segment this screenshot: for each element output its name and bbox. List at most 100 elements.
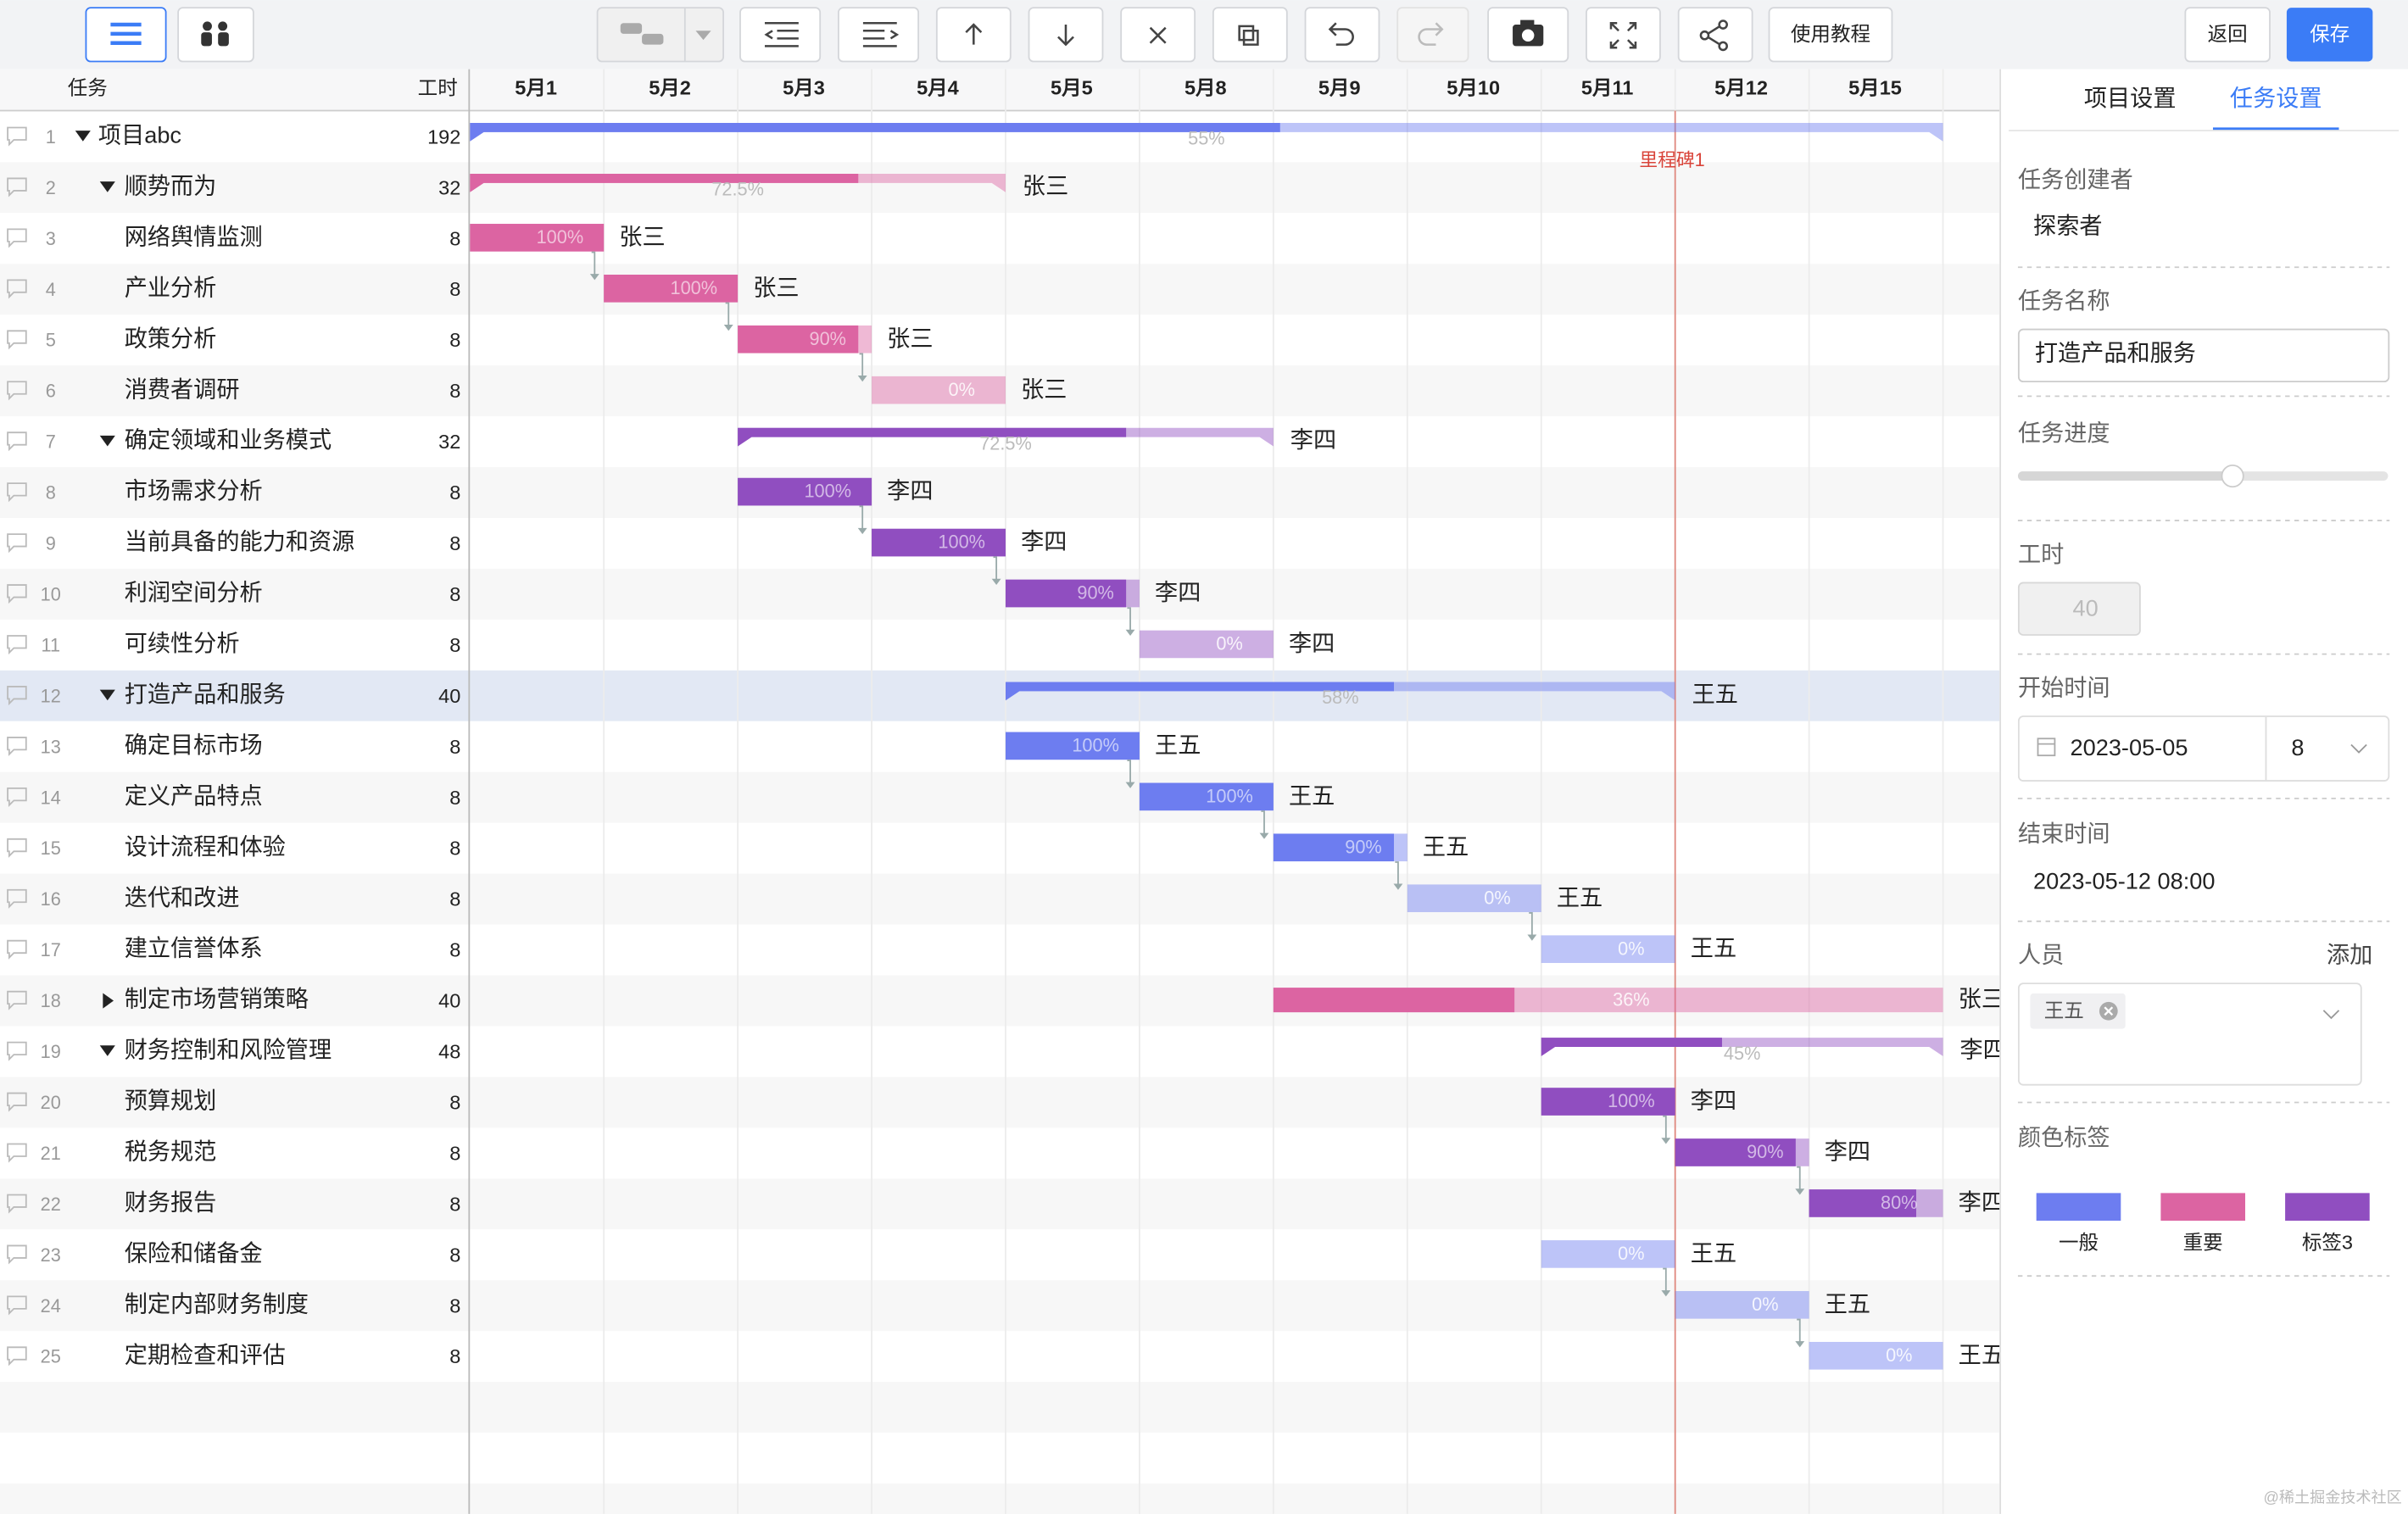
- task-hours: 8: [449, 481, 460, 504]
- task-bar[interactable]: [1541, 1240, 1675, 1268]
- collapse-toggle[interactable]: [75, 131, 91, 142]
- comment-icon[interactable]: [7, 1194, 27, 1214]
- task-hours: 8: [449, 532, 460, 554]
- assignee: 张三: [753, 274, 799, 300]
- assignee: 张三: [1959, 986, 2004, 1012]
- task-bar[interactable]: [1809, 1341, 1943, 1370]
- undo-button[interactable]: [1304, 7, 1380, 63]
- task-hours: 8: [449, 838, 460, 860]
- add-person[interactable]: 添加: [2327, 942, 2372, 968]
- row-background: [0, 111, 2000, 163]
- collapse-toggle[interactable]: [99, 1045, 115, 1056]
- comment-icon[interactable]: [7, 279, 27, 299]
- summary-progress: [738, 427, 1127, 447]
- people-view-button[interactable]: [177, 7, 254, 63]
- tag-swatch[interactable]: [2160, 1193, 2246, 1221]
- save-button[interactable]: [2286, 8, 2373, 62]
- task-progress: [1005, 579, 1127, 608]
- assignee: 张三: [1021, 376, 1067, 402]
- row-background: [0, 1382, 2000, 1433]
- dependency-arrow: [591, 251, 596, 276]
- row-id: 9: [46, 533, 56, 554]
- comment-icon[interactable]: [7, 939, 27, 960]
- comment-icon[interactable]: [7, 686, 27, 706]
- arrow-head: [991, 578, 1001, 586]
- copy-button[interactable]: [1212, 7, 1288, 63]
- progress-label: 36%: [1613, 988, 1649, 1010]
- task-bar[interactable]: [1139, 630, 1274, 659]
- row-id: 14: [41, 787, 61, 808]
- comment-icon[interactable]: [7, 787, 27, 807]
- comment-icon[interactable]: [7, 838, 27, 858]
- slider-knob[interactable]: [2221, 464, 2244, 488]
- task-name: 建立信誉体系: [125, 935, 263, 961]
- comment-icon[interactable]: [7, 584, 27, 604]
- tab[interactable]: 项目设置: [2084, 85, 2177, 111]
- task-name: 市场需求分析: [125, 477, 263, 504]
- task-name: 确定领域和业务模式: [125, 426, 332, 453]
- tutorial-button[interactable]: [1768, 7, 1893, 63]
- progress-label: 90%: [1077, 582, 1113, 604]
- field-label: 结束时间: [2018, 821, 2110, 847]
- comment-icon[interactable]: [7, 228, 27, 248]
- row-id: 22: [41, 1194, 61, 1215]
- redo-button[interactable]: [1396, 7, 1469, 63]
- outdent-button[interactable]: [739, 7, 822, 63]
- comment-icon[interactable]: [7, 126, 27, 147]
- comment-icon[interactable]: [7, 737, 27, 757]
- name-input[interactable]: [2017, 328, 2390, 383]
- hours-header: 工时: [418, 76, 458, 98]
- comment-icon[interactable]: [7, 1295, 27, 1316]
- tag-swatch[interactable]: [2036, 1193, 2121, 1221]
- assignee: 王五: [1155, 732, 1201, 758]
- icon: [1328, 22, 1354, 46]
- task-name: 定期检查和评估: [125, 1341, 286, 1367]
- back-button[interactable]: [2184, 7, 2271, 63]
- date-label: 5月4: [917, 76, 959, 98]
- tab-active[interactable]: 任务设置: [2230, 85, 2322, 111]
- field-label: 颜色标签: [2018, 1124, 2110, 1150]
- comment-icon[interactable]: [7, 330, 27, 350]
- comment-icon[interactable]: [7, 177, 27, 198]
- dependency-arrow: [725, 302, 730, 326]
- task-hours: 40: [438, 685, 460, 707]
- comment-icon[interactable]: [7, 431, 27, 452]
- comment-icon[interactable]: [7, 533, 27, 554]
- collapse-toggle[interactable]: [99, 435, 115, 447]
- comment-icon[interactable]: [7, 1092, 27, 1112]
- collapse-toggle[interactable]: [99, 689, 115, 701]
- collapse-toggle[interactable]: [99, 181, 115, 192]
- task-hours: 8: [449, 380, 460, 402]
- arrow-head: [1125, 629, 1135, 637]
- start-hour[interactable]: 8: [2291, 734, 2304, 760]
- comment-icon[interactable]: [7, 1143, 27, 1163]
- comment-icon[interactable]: [7, 381, 27, 401]
- assignee: 张三: [887, 325, 933, 351]
- indent-button[interactable]: [838, 7, 920, 63]
- expand-toggle[interactable]: [103, 993, 114, 1009]
- start-input[interactable]: [2017, 715, 2390, 782]
- arrow-head: [589, 274, 599, 281]
- share-button[interactable]: [1677, 7, 1753, 63]
- comment-icon[interactable]: [7, 635, 27, 655]
- task-name: 制定市场营销策略: [125, 986, 309, 1012]
- comment-icon[interactable]: [7, 888, 27, 909]
- date-label: 5月5: [1051, 76, 1093, 98]
- task-bar[interactable]: [872, 376, 1006, 404]
- tag-swatch[interactable]: [2285, 1193, 2370, 1221]
- comment-icon[interactable]: [7, 990, 27, 1010]
- comment-icon[interactable]: [7, 1041, 27, 1061]
- fullscreen-button[interactable]: [1586, 7, 1661, 63]
- icon: [1699, 19, 1728, 52]
- comment-icon[interactable]: [7, 482, 27, 503]
- task-hours: 8: [449, 1091, 460, 1113]
- comment-icon[interactable]: [7, 1346, 27, 1366]
- progress-label: 100%: [537, 226, 584, 248]
- task-bar[interactable]: [1407, 884, 1541, 913]
- save-label: 保存: [2310, 23, 2349, 45]
- comment-icon[interactable]: [7, 1244, 27, 1265]
- task-bar[interactable]: [1541, 935, 1675, 963]
- panel-background: [1999, 69, 2408, 1514]
- row-background: [0, 822, 2000, 874]
- task-bar[interactable]: [1675, 1291, 1809, 1319]
